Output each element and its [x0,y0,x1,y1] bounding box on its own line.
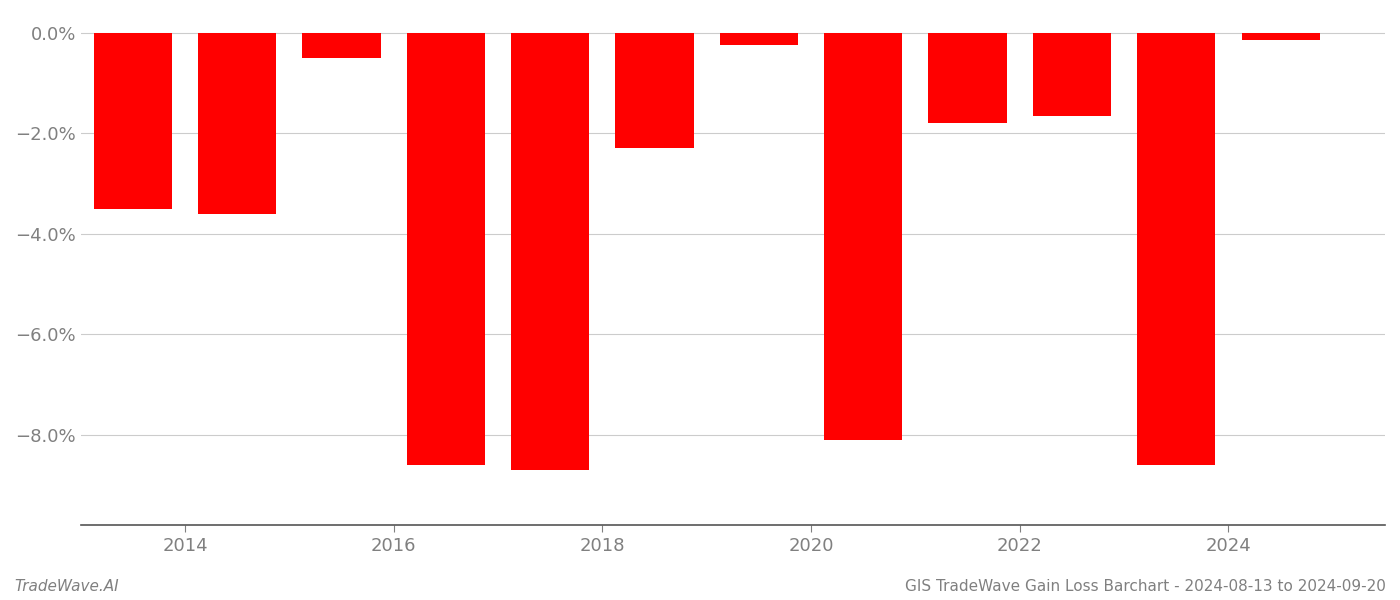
Bar [1033,32,1112,116]
Bar [197,32,276,214]
Bar [616,32,693,148]
Text: GIS TradeWave Gain Loss Barchart - 2024-08-13 to 2024-09-20: GIS TradeWave Gain Loss Barchart - 2024-… [906,579,1386,594]
Bar [407,32,484,465]
Bar [1137,32,1215,465]
Text: TradeWave.AI: TradeWave.AI [14,579,119,594]
Bar [1242,32,1320,40]
Bar [825,32,903,440]
Bar [720,32,798,45]
Bar [511,32,589,470]
Bar [94,32,172,209]
Bar [928,32,1007,123]
Bar [302,32,381,58]
